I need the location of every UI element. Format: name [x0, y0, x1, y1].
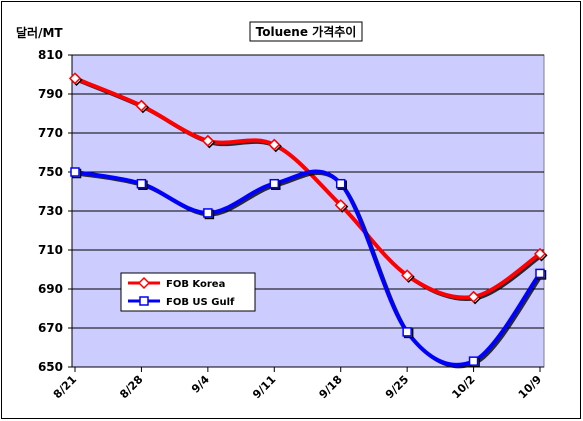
- x-tick-label: 10/9: [516, 373, 544, 401]
- y-axis: 650 670 690 710 730 750 770 790 810: [38, 48, 73, 374]
- x-tick-label: 8/28: [117, 373, 145, 401]
- data-point: [402, 327, 412, 337]
- data-point: [203, 208, 213, 218]
- data-point: [136, 178, 147, 189]
- x-tick-label: 9/4: [189, 373, 212, 396]
- data-point: [467, 290, 480, 303]
- x-axis: 8/21 8/28 9/4 9/11 9/18 9/25 10/2 10/9: [51, 366, 544, 401]
- x-tick-label: 9/11: [250, 373, 278, 401]
- x-tick-label: 9/25: [383, 373, 411, 401]
- data-point: [201, 134, 214, 147]
- legend-label: FOB Korea: [166, 279, 225, 290]
- y-tick-label: 710: [38, 243, 63, 257]
- y-tick-label: 730: [38, 204, 63, 218]
- data-point: [535, 268, 545, 279]
- chart-title-text: Toluene 가격추이: [256, 24, 357, 39]
- data-point: [68, 72, 82, 85]
- chart-title: Toluene 가격추이: [249, 21, 363, 42]
- series-0: [68, 72, 548, 305]
- series-group: [68, 72, 548, 369]
- y-tick-label: 650: [38, 360, 63, 374]
- series-1: [70, 167, 547, 369]
- data-point: [468, 356, 479, 366]
- data-point: [334, 199, 347, 212]
- data-point: [269, 178, 280, 189]
- legend-swatch-marker: [139, 296, 149, 306]
- legend-item-1: FOB US Gulf: [128, 296, 235, 308]
- y-tick-label: 770: [38, 126, 63, 140]
- y-tick-label: 670: [38, 321, 63, 335]
- data-point: [401, 269, 414, 282]
- x-tick-label: 10/2: [449, 373, 477, 401]
- legend-label: FOB US Gulf: [166, 297, 235, 308]
- data-point: [335, 178, 346, 189]
- x-tick-label: 8/21: [51, 373, 79, 401]
- data-point: [268, 138, 281, 151]
- data-point: [533, 247, 547, 260]
- legend: FOB Korea FOB US Gulf: [120, 272, 256, 312]
- y-tick-label: 750: [38, 165, 63, 179]
- y-tick-label: 690: [38, 282, 63, 296]
- legend-swatch-marker: [137, 276, 151, 290]
- y-tick-label: 790: [38, 87, 63, 101]
- x-tick-label: 9/18: [317, 373, 345, 401]
- y-axis-unit-label: 달러/MT: [16, 25, 63, 40]
- y-tick-label: 810: [38, 48, 63, 62]
- data-point: [70, 167, 80, 177]
- data-point: [135, 99, 148, 112]
- legend-item-0: FOB Korea: [128, 276, 225, 290]
